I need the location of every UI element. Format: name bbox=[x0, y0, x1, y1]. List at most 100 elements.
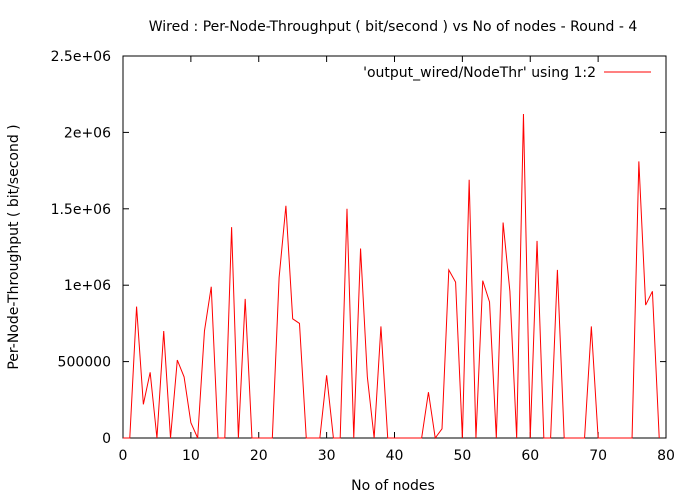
data-point bbox=[442, 428, 443, 429]
data-point bbox=[523, 114, 524, 115]
data-point bbox=[136, 306, 137, 307]
data-point bbox=[129, 438, 130, 439]
data-point bbox=[353, 438, 354, 439]
data-point bbox=[190, 422, 191, 423]
x-tick-label: 10 bbox=[182, 448, 200, 464]
y-tick-label: 1.5e+06 bbox=[51, 202, 112, 218]
data-point bbox=[408, 438, 409, 439]
data-point bbox=[184, 376, 185, 377]
x-axis-tick-labels: 0 10 20 30 40 50 60 70 80 bbox=[119, 448, 675, 464]
data-point bbox=[482, 280, 483, 281]
data-point bbox=[659, 438, 660, 439]
data-point bbox=[143, 404, 144, 405]
data-point bbox=[258, 438, 259, 439]
data-point bbox=[428, 392, 429, 393]
data-point bbox=[177, 360, 178, 361]
data-point bbox=[374, 438, 375, 439]
data-point bbox=[421, 438, 422, 439]
data-point bbox=[543, 438, 544, 439]
data-point bbox=[414, 438, 415, 439]
data-point bbox=[333, 438, 334, 439]
data-point bbox=[279, 277, 280, 278]
data-point bbox=[638, 161, 639, 162]
data-point bbox=[251, 438, 252, 439]
data-point bbox=[319, 438, 320, 439]
data-point bbox=[598, 438, 599, 439]
data-point bbox=[272, 438, 273, 439]
data-point bbox=[604, 438, 605, 439]
x-axis-ticks bbox=[122, 56, 667, 438]
data-point bbox=[516, 438, 517, 439]
series-layer bbox=[123, 114, 660, 440]
data-point bbox=[489, 302, 490, 303]
plot-frame bbox=[122, 55, 667, 439]
x-tick-label: 50 bbox=[453, 448, 471, 464]
x-tick-label: 30 bbox=[318, 448, 336, 464]
data-point bbox=[360, 248, 361, 249]
data-point bbox=[346, 208, 347, 209]
data-point bbox=[299, 323, 300, 324]
x-tick-label: 40 bbox=[386, 448, 404, 464]
x-tick-label: 80 bbox=[657, 448, 675, 464]
data-point bbox=[245, 298, 246, 299]
y-axis-ticks bbox=[123, 55, 666, 439]
data-point bbox=[123, 438, 124, 439]
x-tick-label: 60 bbox=[521, 448, 539, 464]
data-point bbox=[652, 291, 653, 292]
data-point bbox=[577, 438, 578, 439]
x-tick-label: 0 bbox=[119, 448, 128, 464]
data-point bbox=[394, 438, 395, 439]
data-point bbox=[326, 375, 327, 376]
data-point bbox=[475, 438, 476, 439]
data-point bbox=[584, 438, 585, 439]
data-point bbox=[380, 326, 381, 327]
data-point bbox=[292, 318, 293, 319]
y-tick-label: 1e+06 bbox=[64, 278, 111, 294]
data-point bbox=[550, 438, 551, 439]
data-point bbox=[462, 438, 463, 439]
data-point bbox=[448, 269, 449, 270]
data-point bbox=[645, 305, 646, 306]
y-tick-label: 2.5e+06 bbox=[51, 49, 112, 65]
data-point bbox=[170, 438, 171, 439]
data-point bbox=[570, 438, 571, 439]
data-point bbox=[156, 438, 157, 439]
data-point bbox=[435, 438, 436, 439]
y-tick-label: 2e+06 bbox=[64, 125, 111, 141]
y-axis-label: Per-Node-Throughput ( bit/second ) bbox=[6, 124, 22, 369]
data-point bbox=[387, 438, 388, 439]
data-point bbox=[163, 331, 164, 332]
data-point bbox=[265, 438, 266, 439]
data-point bbox=[557, 269, 558, 270]
data-point bbox=[469, 179, 470, 180]
data-point bbox=[503, 222, 504, 223]
data-point bbox=[509, 291, 510, 292]
data-point bbox=[455, 282, 456, 283]
data-point bbox=[285, 205, 286, 206]
legend-entry-label: 'output_wired/NodeThr' using 1:2 bbox=[363, 65, 596, 81]
y-tick-label: 0 bbox=[102, 431, 111, 447]
data-point bbox=[611, 438, 612, 439]
data-point bbox=[618, 438, 619, 439]
data-point bbox=[197, 438, 198, 439]
x-axis-label: No of nodes bbox=[351, 478, 435, 494]
data-point bbox=[224, 438, 225, 439]
data-point bbox=[591, 326, 592, 327]
data-point bbox=[218, 438, 219, 439]
y-axis-tick-labels: 0 500000 1e+06 1.5e+06 2e+06 2.5e+06 bbox=[51, 49, 112, 447]
data-point bbox=[496, 438, 497, 439]
data-point bbox=[313, 438, 314, 439]
data-point bbox=[211, 286, 212, 287]
chart-title: Wired : Per-Node-Throughput ( bit/second… bbox=[149, 19, 638, 35]
data-point bbox=[306, 438, 307, 439]
data-point bbox=[632, 438, 633, 439]
data-point bbox=[367, 376, 368, 377]
y-tick-label: 500000 bbox=[58, 355, 111, 371]
data-point bbox=[231, 227, 232, 228]
data-point bbox=[537, 240, 538, 241]
legend: 'output_wired/NodeThr' using 1:2 bbox=[363, 65, 651, 81]
data-point bbox=[401, 438, 402, 439]
x-tick-label: 20 bbox=[250, 448, 268, 464]
x-tick-label: 70 bbox=[589, 448, 607, 464]
